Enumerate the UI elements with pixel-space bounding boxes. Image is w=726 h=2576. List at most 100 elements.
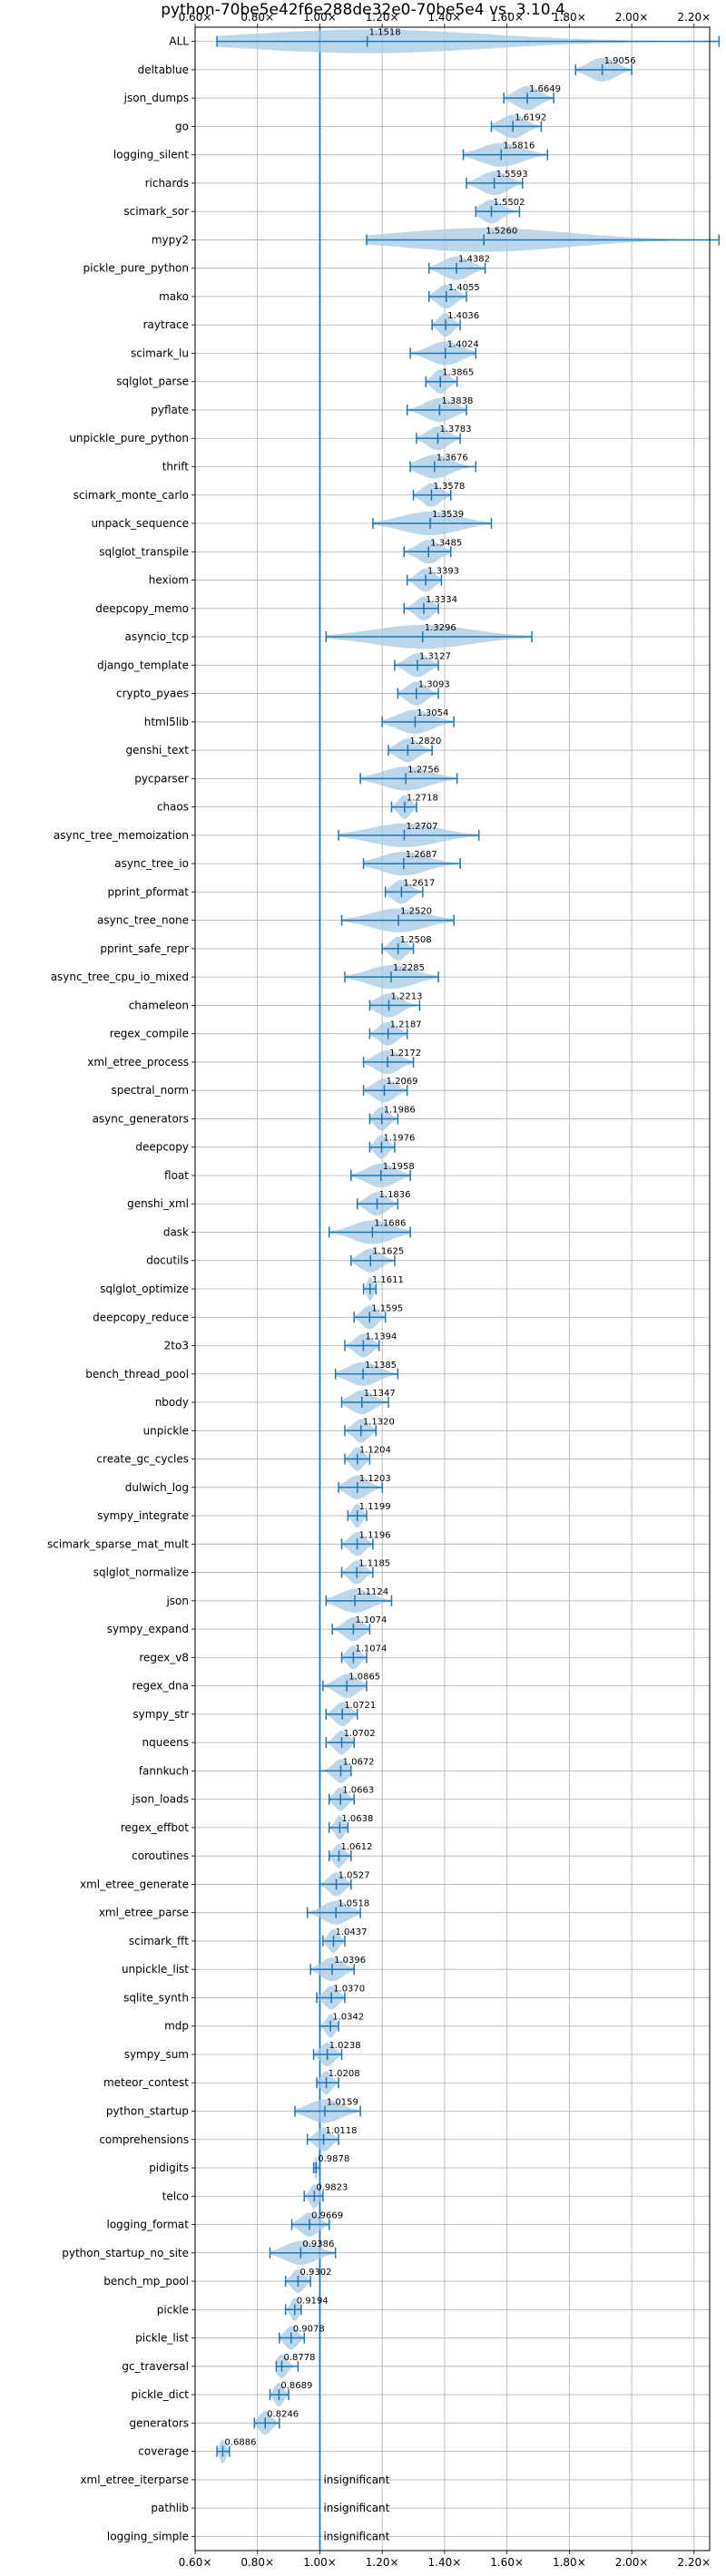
value-label: 1.3296 — [425, 623, 456, 633]
value-label: 1.4024 — [447, 339, 479, 349]
benchmark-label: gc_traversal — [122, 2360, 189, 2373]
benchmark-label: 2to3 — [164, 1340, 189, 1352]
benchmark-label: regex_dna — [132, 1680, 189, 1693]
value-label: 1.2718 — [407, 794, 438, 804]
value-label: 1.2508 — [400, 935, 432, 945]
value-label: 1.2172 — [389, 1049, 421, 1059]
value-label: 1.1074 — [355, 1615, 387, 1625]
benchmark-label: pycparser — [134, 772, 189, 785]
value-label: 1.5593 — [496, 170, 528, 180]
value-label: 1.4055 — [448, 283, 480, 293]
value-label: 1.2285 — [393, 963, 425, 973]
value-label: 1.1204 — [359, 1446, 391, 1456]
benchmark-label: sympy_sum — [124, 2048, 189, 2061]
benchmark-label: regex_compile — [110, 1028, 189, 1040]
value-label: 1.1199 — [359, 1502, 391, 1512]
benchmark-label: generators — [129, 2416, 189, 2429]
benchmark-label: telco — [162, 2190, 189, 2202]
value-label: 1.6649 — [529, 84, 561, 94]
benchmark-label: scimark_lu — [131, 346, 189, 359]
benchmark-label: chaos — [157, 801, 189, 814]
value-label: 1.3676 — [437, 454, 468, 463]
benchmark-label: scimark_monte_carlo — [74, 489, 189, 502]
benchmark-label: raytrace — [143, 318, 189, 331]
benchmark-label: async_tree_none — [97, 914, 189, 927]
benchmark-label: xml_etree_generate — [80, 1878, 189, 1890]
benchmark-label: comprehensions — [99, 2133, 189, 2146]
value-label: 1.3578 — [433, 482, 465, 492]
value-label: 1.1836 — [379, 1190, 411, 1200]
benchmark-label: django_template — [97, 659, 189, 671]
value-label: 1.0527 — [338, 1870, 370, 1880]
benchmark-label: bench_mp_pool — [103, 2275, 189, 2288]
benchmark-label: deepcopy_reduce — [93, 1311, 189, 1323]
value-label: 0.8689 — [280, 2381, 312, 2391]
benchmark-label: scimark_fft — [129, 1935, 189, 1947]
value-label: 1.2820 — [409, 737, 441, 746]
value-label: 1.1958 — [383, 1162, 415, 1172]
benchmark-label: async_tree_memoization — [54, 829, 189, 842]
benchmark-label: pprint_pformat — [108, 885, 190, 898]
benchmark-label: sqlglot_transpile — [99, 545, 189, 558]
benchmark-label: mypy2 — [152, 233, 189, 246]
benchmark-label: mako — [159, 290, 189, 303]
x-tick-label-bottom: 1.60× — [490, 2556, 524, 2569]
value-label: 1.1196 — [359, 1530, 391, 1540]
value-label: 0.9302 — [299, 2268, 331, 2278]
value-label: 1.3054 — [417, 708, 448, 718]
benchmark-label: chameleon — [129, 999, 189, 1011]
x-tick-label-top: 2.00× — [615, 11, 649, 24]
benchmark-label: sympy_integrate — [97, 1509, 189, 1522]
value-label: 1.2687 — [406, 850, 437, 860]
value-label: 1.0638 — [341, 1814, 373, 1824]
benchmark-label: pprint_safe_repr — [100, 942, 189, 955]
value-label: 0.8246 — [267, 2409, 299, 2419]
benchmark-label: deepcopy_memo — [95, 602, 189, 615]
value-label: 0.9669 — [311, 2211, 343, 2221]
value-label: 1.3393 — [427, 567, 459, 577]
value-label: 1.1686 — [374, 1218, 406, 1228]
x-tick-label-bottom: 1.40× — [428, 2556, 462, 2569]
benchmark-label: scimark_sparse_mat_mult — [47, 1537, 189, 1550]
benchmark-label: sqlglot_parse — [116, 376, 189, 388]
benchmark-label: nqueens — [142, 1736, 189, 1749]
benchmark-label: logging_format — [106, 2219, 189, 2231]
value-label: 1.0342 — [332, 2013, 364, 2023]
value-label: 1.5260 — [486, 226, 517, 236]
value-label: 1.1625 — [372, 1247, 404, 1257]
benchmark-label: logging_simple — [107, 2530, 189, 2542]
value-label: 1.3539 — [432, 510, 464, 520]
benchmark-label: ALL — [169, 35, 189, 48]
x-tick-label-top: 1.20× — [366, 11, 399, 24]
x-tick-label-top: 2.20× — [677, 11, 711, 24]
value-label: 1.1611 — [372, 1275, 404, 1285]
x-tick-label-bottom: 2.00× — [615, 2556, 649, 2569]
value-label: 1.1203 — [359, 1474, 391, 1484]
value-label: 1.3334 — [426, 595, 457, 605]
x-tick-label-bottom: 2.20× — [677, 2556, 711, 2569]
x-tick-label-bottom: 1.20× — [366, 2556, 399, 2569]
value-label: 1.5502 — [494, 198, 525, 208]
benchmark-label: xml_etree_iterparse — [80, 2474, 189, 2486]
benchmark-label: dask — [163, 1225, 189, 1238]
value-label: 1.4382 — [458, 255, 490, 265]
insignificant-label: insignificant — [323, 2502, 389, 2514]
value-label: 1.1986 — [384, 1105, 416, 1115]
benchmark-label: mdp — [164, 2020, 189, 2033]
value-label: 1.2520 — [400, 907, 432, 917]
value-label: 1.1385 — [365, 1361, 397, 1371]
benchmark-label: async_tree_cpu_io_mixed — [51, 971, 189, 983]
value-label: 0.9823 — [316, 2182, 348, 2192]
benchmark-label: json_loads — [132, 1793, 189, 1806]
benchmark-label: python_startup — [106, 2104, 189, 2117]
benchmark-label: unpickle — [143, 1424, 189, 1437]
benchmark-label: sqlite_synth — [123, 1991, 189, 2004]
value-label: 1.1976 — [383, 1134, 415, 1144]
benchmark-label: crypto_pyaes — [116, 688, 189, 700]
value-label: 0.9078 — [293, 2325, 325, 2335]
x-tick-label-top: 1.60× — [490, 11, 524, 24]
value-label: 1.2756 — [407, 765, 439, 775]
value-label: 0.9194 — [297, 2296, 329, 2306]
benchmark-label: genshi_xml — [127, 1197, 189, 1210]
value-label: 1.3485 — [430, 538, 462, 548]
